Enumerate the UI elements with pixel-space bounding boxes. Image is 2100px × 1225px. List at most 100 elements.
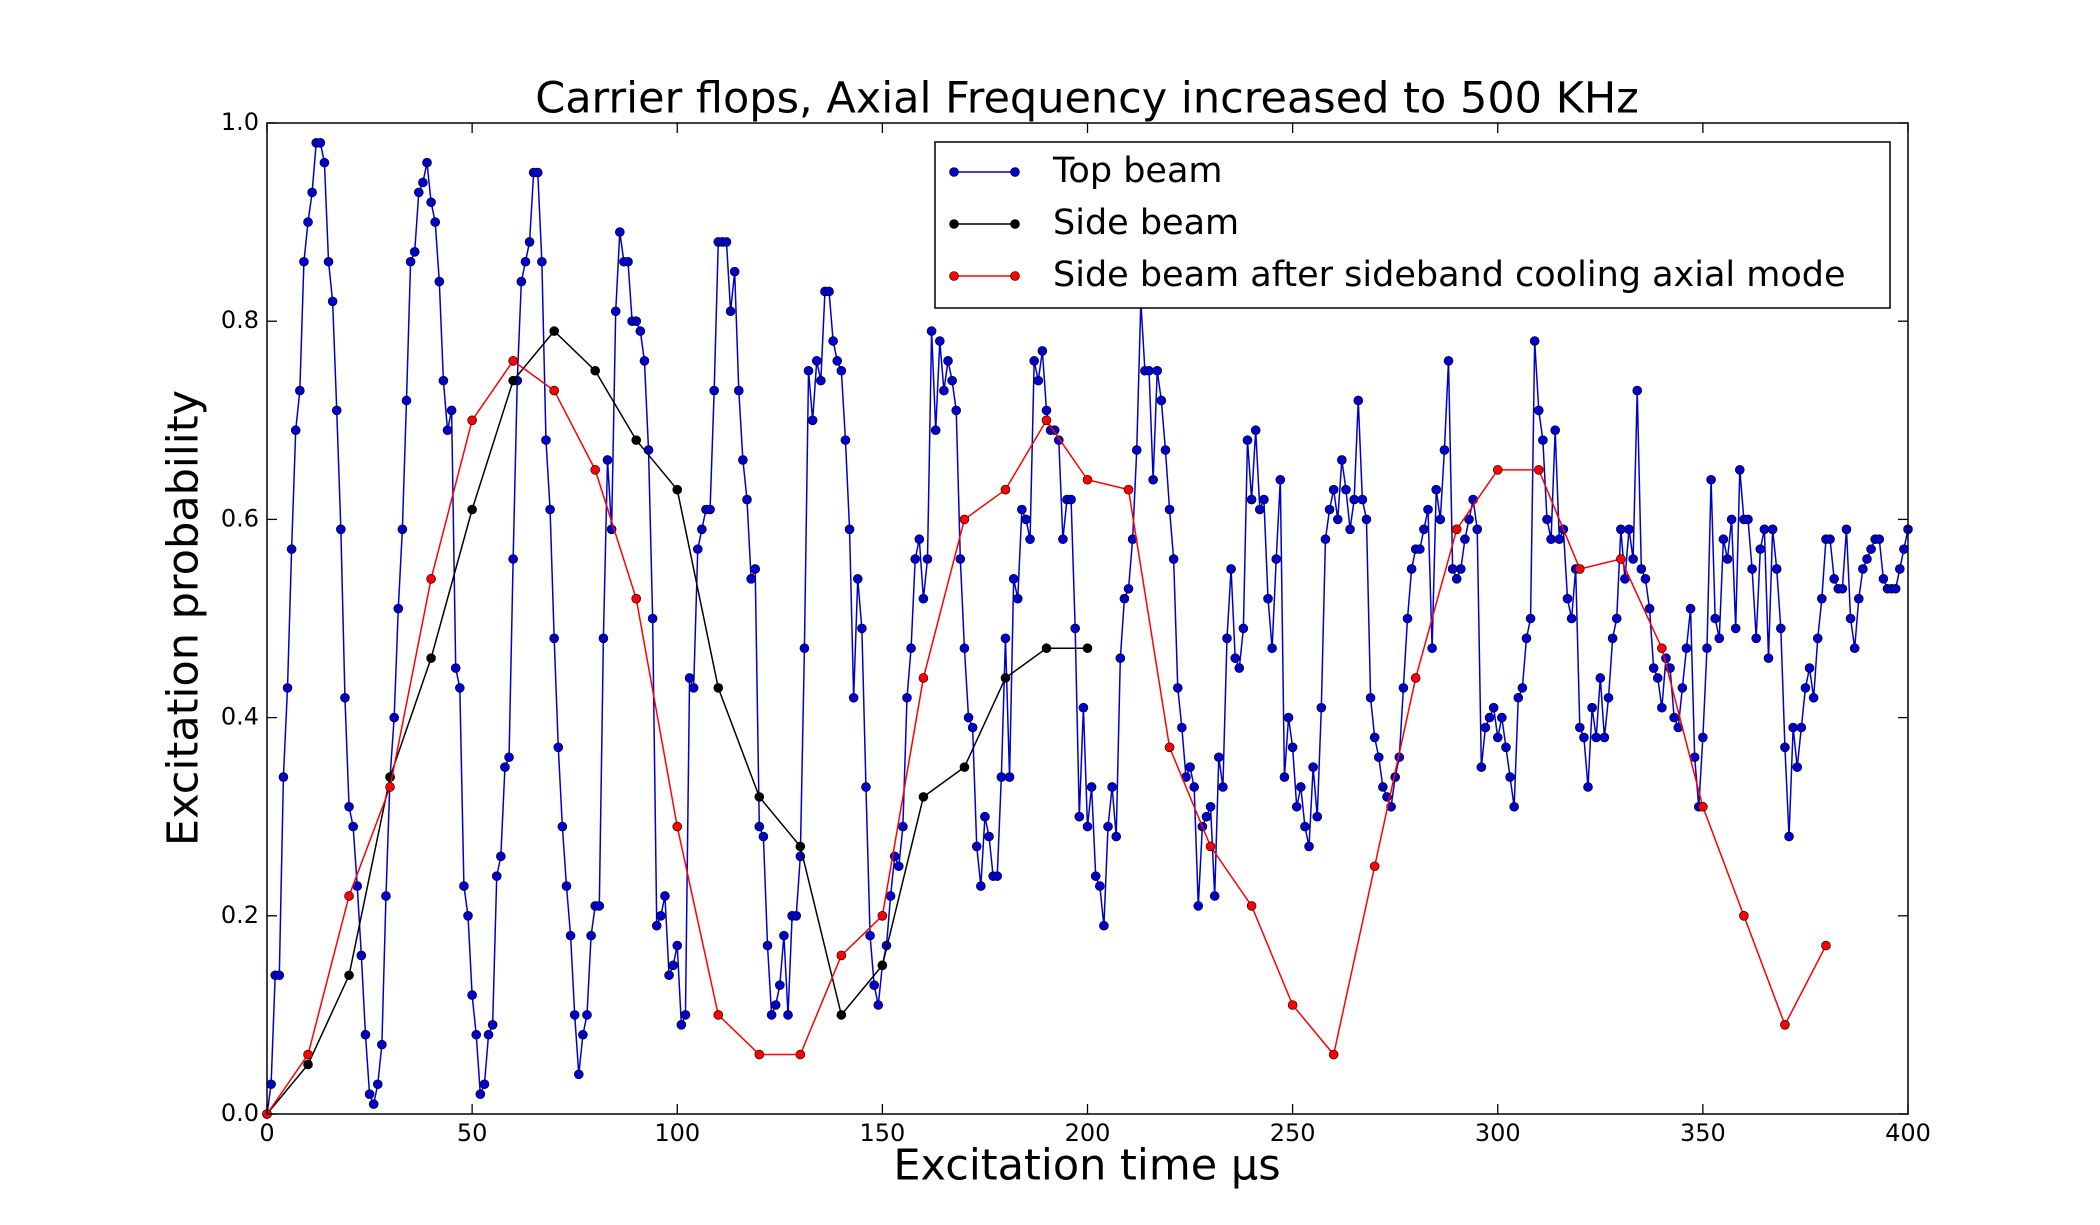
data-point: [1291, 801, 1302, 812]
data-point: [943, 356, 953, 366]
data-point: [647, 613, 658, 624]
data-point: [971, 841, 982, 852]
data-point: [1357, 494, 1368, 505]
data-point: [692, 544, 703, 554]
data-point: [639, 356, 650, 366]
data-point: [1583, 782, 1593, 792]
data-point: [910, 554, 920, 564]
data-point: [1226, 564, 1236, 574]
data-point: [1492, 465, 1503, 475]
data-point: [795, 841, 806, 852]
data-point: [1722, 554, 1733, 564]
data-point: [467, 415, 477, 426]
data-point: [713, 683, 724, 693]
data-point: [1037, 346, 1048, 356]
data-point: [877, 960, 888, 971]
data-point: [1451, 524, 1462, 535]
data-point: [996, 772, 1007, 782]
data-point: [1398, 683, 1409, 693]
data-point: [1550, 425, 1560, 436]
data-point: [1090, 871, 1101, 881]
data-point: [1776, 623, 1786, 634]
data-point: [926, 326, 937, 336]
data-point: [1341, 484, 1351, 495]
data-point: [1419, 524, 1429, 535]
series: [262, 138, 1913, 1119]
data-point: [1189, 782, 1199, 792]
data-point: [1698, 801, 1708, 812]
data-point: [303, 1059, 313, 1070]
data-point: [1657, 643, 1667, 654]
x-tick-label: 250: [1270, 1119, 1316, 1147]
data-point: [1070, 623, 1080, 634]
data-point: [422, 157, 432, 168]
data-point: [1066, 494, 1076, 505]
data-point: [1505, 772, 1515, 782]
y-tick-label: 0.2: [221, 901, 259, 929]
data-point: [1119, 593, 1130, 604]
data-point: [1103, 821, 1113, 832]
data-point: [1497, 712, 1507, 723]
data-point: [1000, 633, 1011, 644]
data-point: [664, 970, 674, 981]
data-point: [1017, 504, 1027, 515]
data-point: [426, 653, 436, 663]
data-point: [1636, 564, 1647, 574]
data-point: [775, 980, 785, 990]
data-point: [1213, 752, 1224, 763]
data-point: [1767, 524, 1778, 535]
data-point: [865, 930, 875, 941]
data-point: [754, 821, 765, 832]
data-point: [1894, 564, 1905, 574]
data-point: [1427, 643, 1437, 654]
data-point: [360, 1029, 371, 1040]
data-point: [1312, 811, 1323, 822]
data-point: [336, 524, 346, 535]
data-point: [1337, 455, 1347, 465]
data-point: [1349, 494, 1359, 505]
data-point: [1607, 633, 1618, 644]
data-point: [1677, 683, 1688, 693]
data-point: [1033, 375, 1044, 386]
data-point: [455, 683, 465, 693]
data-point: [1484, 712, 1495, 723]
data-point: [615, 227, 625, 237]
data-point: [1456, 564, 1466, 574]
data-point: [984, 831, 994, 842]
data-point: [467, 990, 477, 1000]
data-point: [1041, 415, 1052, 426]
data-point: [980, 811, 990, 822]
data-point: [389, 712, 399, 723]
data-point: [1698, 732, 1708, 743]
legend-marker: [1010, 219, 1020, 229]
data-point: [590, 365, 601, 376]
data-point: [697, 524, 707, 535]
data-point: [1156, 395, 1167, 406]
data-point: [733, 385, 744, 396]
data-point: [1316, 702, 1327, 713]
data-point: [491, 871, 502, 881]
data-point: [1025, 534, 1035, 545]
data-point: [902, 692, 912, 703]
data-point: [1616, 524, 1626, 535]
data-point: [1041, 643, 1052, 654]
data-point: [496, 851, 506, 862]
data-point: [631, 435, 642, 445]
data-point: [1324, 504, 1335, 515]
legend-label: Side beam: [1053, 203, 1239, 243]
x-tick-label: 200: [1065, 1119, 1111, 1147]
data-point: [1082, 643, 1093, 654]
y-tick-label: 0.8: [221, 306, 259, 334]
data-point: [779, 930, 789, 941]
series: [262, 326, 1093, 1119]
data-point: [721, 237, 732, 247]
data-point: [688, 683, 699, 693]
data-point: [1464, 514, 1474, 525]
y-tick-label: 0.4: [221, 703, 259, 731]
data-point: [959, 514, 970, 525]
data-point: [1460, 534, 1470, 545]
data-point: [594, 901, 605, 911]
data-point: [1632, 385, 1643, 396]
data-point: [1706, 474, 1716, 485]
